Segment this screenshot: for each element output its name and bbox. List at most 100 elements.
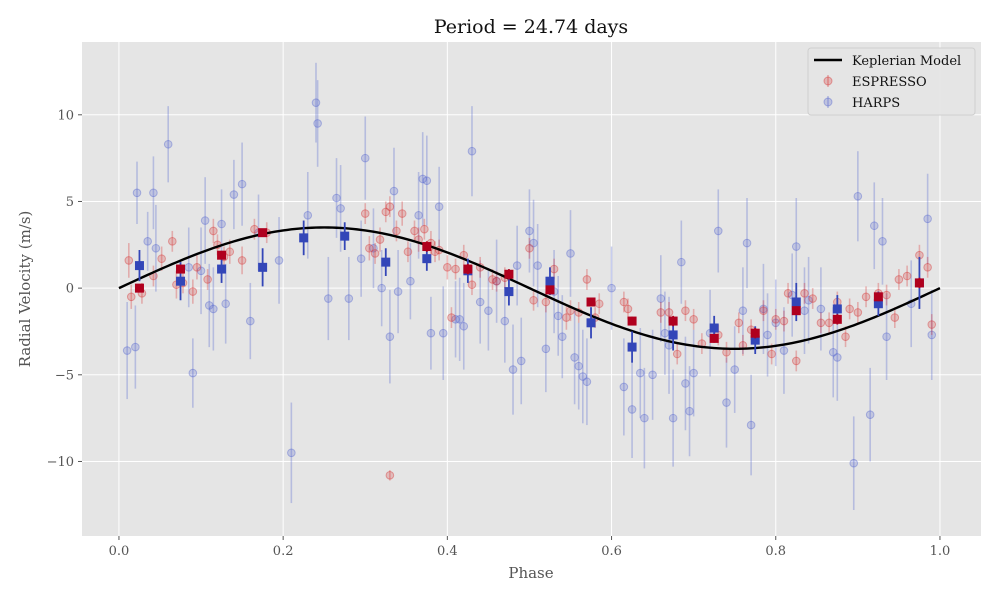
harps-point [246, 282, 255, 360]
data-marker [324, 294, 333, 303]
data-marker [656, 294, 666, 303]
x-tick-label: 0.6 [601, 544, 622, 559]
harps-point [771, 279, 781, 367]
data-marker [841, 332, 850, 341]
binned-marker [586, 318, 596, 328]
espresso-binned-point [873, 292, 883, 302]
harps-binned-point [586, 307, 596, 339]
harps-point [151, 204, 161, 292]
data-marker [853, 308, 863, 317]
espresso-point [385, 470, 395, 481]
espresso-point [890, 307, 900, 328]
data-marker [529, 238, 538, 248]
binned-marker [422, 254, 432, 264]
harps-point [313, 80, 322, 167]
data-marker [607, 283, 616, 293]
model-curve [118, 226, 941, 351]
harps-point [640, 367, 649, 469]
data-marker [689, 368, 698, 378]
data-marker [467, 280, 477, 289]
data-marker [385, 332, 395, 341]
data-marker [406, 276, 415, 286]
harps-point [627, 360, 637, 458]
harps-point [791, 198, 801, 296]
harps-point [389, 147, 399, 235]
data-marker [783, 289, 793, 298]
keplerian-model [118, 226, 941, 351]
harps-point [200, 177, 210, 264]
data-marker [403, 247, 413, 257]
espresso-binned-point [668, 315, 678, 327]
data-marker [553, 311, 563, 321]
espresso-point [188, 279, 198, 304]
harps-point [607, 246, 616, 330]
binned-marker [709, 333, 719, 343]
data-marker [516, 356, 526, 366]
legend-espresso-swatch [823, 75, 833, 87]
data-marker [365, 243, 374, 253]
data-marker [500, 316, 510, 326]
data-marker [188, 368, 198, 378]
binned-marker [791, 306, 801, 316]
data-marker [791, 356, 801, 366]
harps-point [163, 106, 173, 183]
data-marker [746, 420, 756, 430]
harps-point [635, 328, 645, 419]
harps-point [360, 116, 370, 200]
data-marker [274, 256, 284, 265]
data-marker [927, 330, 937, 340]
data-marker [779, 346, 789, 355]
data-marker [627, 405, 637, 414]
binned-marker [176, 264, 186, 274]
harps-point [574, 322, 584, 410]
data-marker [143, 237, 152, 246]
espresso-binned-point [586, 297, 596, 307]
data-marker [681, 379, 690, 388]
data-marker [151, 243, 161, 253]
espresso-point [385, 196, 395, 218]
binned-marker [504, 287, 514, 297]
espresso-point [410, 220, 419, 242]
espresso-binned-point [627, 316, 637, 326]
espresso-binned-point [545, 285, 555, 295]
data-marker [311, 98, 321, 107]
espresso-point [192, 255, 202, 280]
harps-point [475, 260, 485, 344]
data-marker [467, 146, 477, 156]
binned-marker [832, 304, 842, 314]
espresso-point [549, 258, 559, 280]
data-marker [566, 249, 575, 258]
harps-point [143, 211, 152, 271]
data-marker [713, 226, 723, 236]
legend-label-espresso: ESPRESSO [852, 75, 927, 90]
data-marker [250, 224, 259, 234]
legend: Keplerian Model ESPRESSO HARPS [807, 47, 976, 116]
espresso-binned-point [709, 333, 719, 343]
data-marker [767, 349, 776, 359]
harps-point [356, 220, 366, 297]
harps-point [713, 189, 723, 273]
harps-point [217, 189, 226, 259]
espresso-binned-point [504, 269, 514, 280]
harps-point [196, 227, 206, 315]
espresso-point [594, 293, 604, 315]
data-marker [791, 242, 801, 251]
espresso-point [370, 243, 380, 264]
harps-point [303, 172, 313, 259]
binned-marker [668, 330, 678, 340]
espresso-point [562, 305, 571, 330]
data-marker [541, 297, 551, 307]
data-marker [759, 306, 768, 315]
data-marker [488, 275, 497, 284]
espresso-point [923, 256, 932, 278]
data-marker [188, 287, 198, 296]
harps-point [426, 296, 436, 370]
data-marker [533, 261, 542, 270]
harps-point [132, 161, 142, 224]
binned-marker [545, 285, 555, 295]
data-marker [451, 264, 460, 274]
data-marker [377, 283, 386, 293]
data-marker [287, 448, 296, 458]
harps-point [131, 305, 140, 389]
harps-point [188, 338, 198, 408]
